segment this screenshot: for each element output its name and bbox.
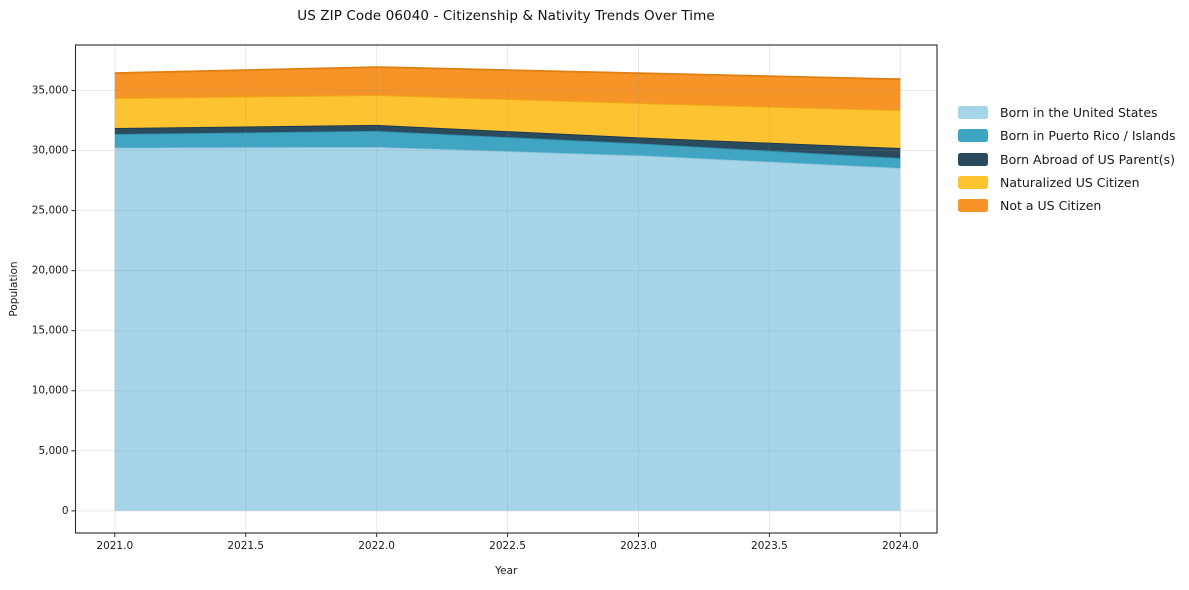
legend-swatch-icon bbox=[958, 199, 988, 213]
x-tick-label: 2022.5 bbox=[489, 540, 526, 552]
y-tick-label: 35,000 bbox=[32, 85, 69, 97]
legend-label: Naturalized US Citizen bbox=[1000, 175, 1140, 191]
x-tick-label: 2024.0 bbox=[882, 540, 919, 552]
legend-item: Born in Puerto Rico / Islands bbox=[958, 124, 1176, 147]
plot-border bbox=[74, 44, 938, 534]
x-axis-label: Year bbox=[494, 565, 518, 577]
legend-item: Not a US Citizen bbox=[958, 194, 1176, 217]
legend-label: Born Abroad of US Parent(s) bbox=[1000, 151, 1175, 167]
area-series-4 bbox=[114, 67, 901, 111]
x-tick-label: 2021.0 bbox=[96, 540, 133, 552]
y-tick-label: 30,000 bbox=[32, 145, 69, 157]
legend: Born in the United States Born in Puerto… bbox=[958, 101, 1176, 217]
legend-swatch-icon bbox=[958, 106, 988, 120]
legend-label: Born in the United States bbox=[1000, 105, 1158, 121]
y-tick-label: 10,000 bbox=[32, 385, 69, 397]
area-series-1 bbox=[114, 130, 901, 168]
y-tick-label: 15,000 bbox=[32, 325, 69, 337]
x-tick-label: 2023.0 bbox=[620, 540, 657, 552]
x-tick-label: 2022.0 bbox=[358, 540, 395, 552]
legend-item: Born Abroad of US Parent(s) bbox=[958, 148, 1176, 171]
y-axis-label: Population bbox=[8, 261, 20, 316]
legend-swatch-icon bbox=[958, 152, 988, 166]
legend-label: Not a US Citizen bbox=[1000, 198, 1102, 214]
x-tick-label: 2021.5 bbox=[227, 540, 264, 552]
y-tick-label: 25,000 bbox=[32, 205, 69, 217]
legend-item: Naturalized US Citizen bbox=[958, 171, 1176, 194]
legend-label: Born in Puerto Rico / Islands bbox=[1000, 128, 1176, 144]
area-series-3 bbox=[114, 95, 901, 148]
y-tick-label: 5,000 bbox=[38, 445, 68, 457]
x-tick-label: 2023.5 bbox=[751, 540, 788, 552]
legend-swatch-icon bbox=[958, 129, 988, 143]
legend-swatch-icon bbox=[958, 176, 988, 190]
chart-title: US ZIP Code 06040 - Citizenship & Nativi… bbox=[297, 8, 715, 24]
y-tick-label: 20,000 bbox=[32, 265, 69, 277]
y-tick-label: 0 bbox=[62, 505, 69, 517]
legend-item: Born in the United States bbox=[958, 101, 1176, 124]
area-edge-4 bbox=[114, 66, 901, 81]
area-series-0 bbox=[114, 147, 901, 511]
